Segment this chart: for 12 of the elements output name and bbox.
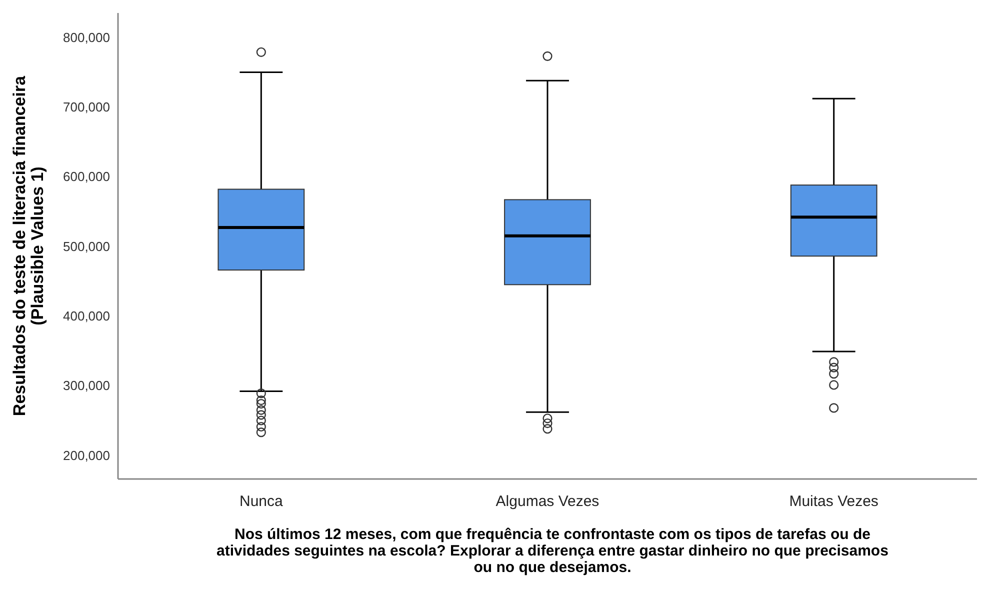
y-tick-label: 700,000 <box>63 100 110 115</box>
y-tick-label: 200,000 <box>63 448 110 463</box>
y-tick-label: 500,000 <box>63 238 110 254</box>
x-axis-title: Nos últimos 12 meses, com que frequência te confrontaste com os tipos de tarefas ou de atividades seguintes na escola? Explorar a diferença entre gastar dinheiro no que precisamos ou no que desejamos. <box>216 526 888 576</box>
y-tick-label: 800,000 <box>63 30 110 45</box>
y-axis-title: Resultados do teste de literacia financeira (Plausible Values 1) <box>10 75 47 416</box>
x-tick-label: Algumas Vezes <box>496 493 600 510</box>
y-tick-label: 600,000 <box>63 169 110 184</box>
x-tick-label: Nunca <box>239 493 284 510</box>
x-tick-label: Muitas Vezes <box>789 493 878 510</box>
y-tick-label: 300,000 <box>63 378 110 394</box>
y-tick-label: 400,000 <box>63 308 110 324</box>
